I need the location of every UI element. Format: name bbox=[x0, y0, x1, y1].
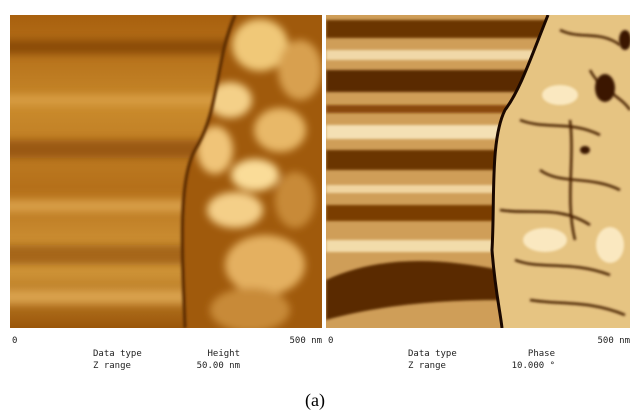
figure: 0 500 nm Data type Height Z range 50.00 … bbox=[0, 0, 630, 416]
data-type: Height bbox=[207, 349, 240, 359]
scale-start: 0 bbox=[12, 336, 17, 346]
caption: (a) bbox=[305, 390, 325, 411]
scale-end: 500 nm bbox=[289, 336, 322, 346]
data-type-label: Data type bbox=[408, 349, 457, 359]
z-range: 10.000 ° bbox=[512, 361, 555, 371]
data-type: Phase bbox=[528, 349, 555, 359]
data-type-label: Data type bbox=[93, 349, 142, 359]
z-range-label: Z range bbox=[93, 361, 131, 371]
page: 0 500 nm Data type Height Z range 50.00 … bbox=[0, 0, 630, 416]
phase-image bbox=[326, 15, 630, 328]
height-image bbox=[0, 15, 330, 332]
z-range: 50.00 nm bbox=[197, 361, 240, 371]
z-range-label: Z range bbox=[408, 361, 446, 371]
scale-start: 0 bbox=[328, 336, 333, 346]
scale-end: 500 nm bbox=[597, 336, 630, 346]
